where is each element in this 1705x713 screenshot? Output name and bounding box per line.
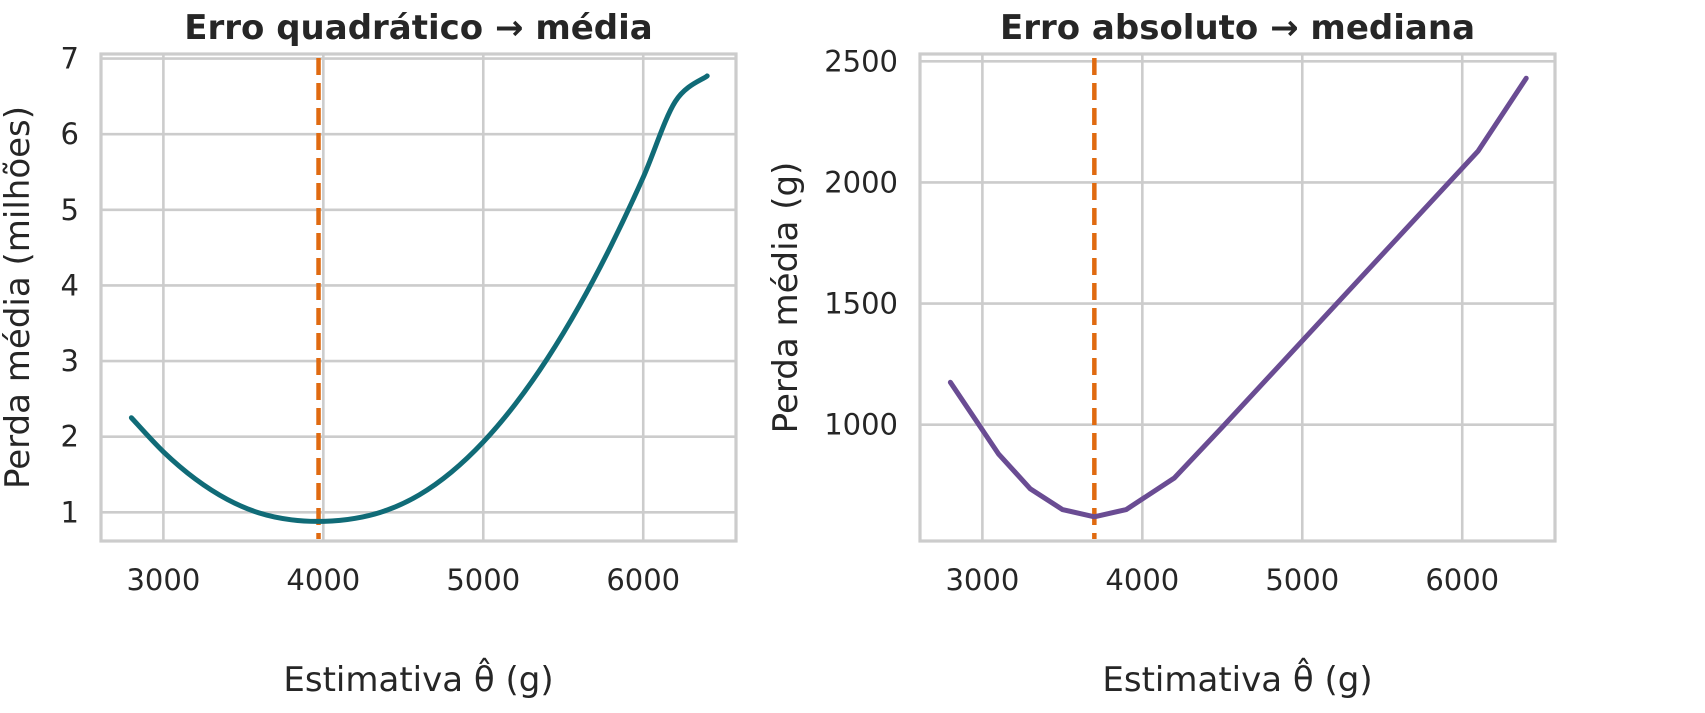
grid: [920, 54, 1555, 541]
y-tick-label: 2: [61, 420, 79, 454]
y-tick-label: 2000: [824, 165, 898, 199]
grid: [101, 54, 736, 541]
panel-absolute-error: 3000 4000 5000 6000 1000 1500 2000 2500 Erro ab…: [766, 8, 1557, 700]
x-axis-label: Estimativa θ̂ (g): [283, 658, 553, 700]
x-tick-label: 6000: [606, 563, 680, 597]
y-axis-label: Perda média (g): [766, 162, 806, 434]
x-tick-label: 5000: [446, 563, 520, 597]
chart-title: Erro absoluto → mediana: [1000, 8, 1475, 48]
tick-labels: 3000 4000 5000 6000 1 2 3 4 5 6 7: [61, 42, 681, 597]
y-tick-label: 7: [61, 42, 79, 76]
x-tick-label: 4000: [286, 563, 360, 597]
x-tick-label: 4000: [1105, 563, 1179, 597]
chart-title: Erro quadrático → média: [184, 8, 653, 48]
series-line: [128, 73, 710, 524]
plot-frame: [918, 52, 1557, 543]
x-tick-label: 6000: [1425, 563, 1499, 597]
y-tick-label: 3: [61, 344, 79, 378]
plot-frame: [99, 52, 738, 543]
y-tick-label: 1000: [824, 408, 898, 442]
y-tick-label: 5: [61, 193, 79, 227]
x-axis-label: Estimativa θ̂ (g): [1102, 658, 1372, 700]
x-tick-label: 3000: [945, 563, 1019, 597]
y-tick-label: 1: [61, 495, 79, 529]
y-tick-label: 4: [61, 268, 79, 302]
y-tick-label: 6: [61, 117, 79, 151]
x-tick-label: 5000: [1265, 563, 1339, 597]
y-tick-label: 2500: [824, 44, 898, 78]
panel-squared-error: 3000 4000 5000 6000 1 2 3 4 5 6 7 Erro quadrático …: [0, 8, 738, 700]
y-axis-label: Perda média (milhões): [0, 106, 38, 489]
x-tick-label: 3000: [126, 563, 200, 597]
series-line: [947, 75, 1529, 520]
y-tick-label: 1500: [824, 287, 898, 321]
tick-labels: 3000 4000 5000 6000 1000 1500 2000 2500: [824, 44, 1499, 597]
